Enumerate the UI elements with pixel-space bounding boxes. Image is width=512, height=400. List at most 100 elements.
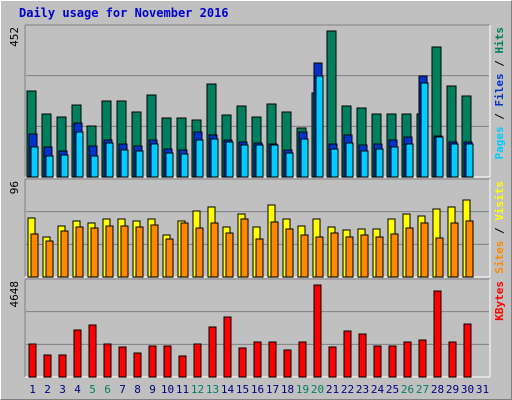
bar-sites-day-14 — [225, 232, 234, 278]
bar-kbytes-day-30 — [463, 323, 472, 378]
bar-sites-day-19 — [300, 234, 309, 278]
x-tick-12: 12 — [191, 383, 204, 396]
x-tick-4: 4 — [74, 383, 81, 396]
bar-pages-day-2 — [45, 155, 54, 178]
x-tick-7: 7 — [119, 383, 126, 396]
bar-sites-day-22 — [345, 236, 354, 278]
bar-kbytes-day-7 — [118, 346, 127, 378]
legend-text: Pages — [493, 126, 506, 159]
x-tick-1: 1 — [29, 383, 36, 396]
x-tick-3: 3 — [59, 383, 66, 396]
y-max-label: 96 — [8, 181, 21, 194]
bar-pages-day-29 — [450, 143, 459, 178]
bar-kbytes-day-3 — [58, 354, 67, 378]
legend-kbytes: KBytes — [493, 281, 506, 321]
bar-pages-day-7 — [120, 149, 129, 178]
bar-pages-day-25 — [390, 146, 399, 178]
bar-sites-day-9 — [150, 224, 159, 278]
bar-sites-day-29 — [450, 222, 459, 278]
bar-pages-day-4 — [75, 131, 84, 178]
bar-sites-day-23 — [360, 234, 369, 278]
bar-sites-day-26 — [405, 227, 414, 278]
bar-pages-day-11 — [180, 153, 189, 178]
bar-pages-day-30 — [465, 143, 474, 178]
bar-pages-day-9 — [150, 143, 159, 178]
x-tick-24: 24 — [371, 383, 385, 396]
bar-sites-day-30 — [465, 220, 474, 278]
bar-pages-day-20 — [315, 75, 324, 178]
x-tick-21: 21 — [326, 383, 339, 396]
bar-pages-day-14 — [225, 141, 234, 178]
bar-sites-day-1 — [30, 233, 39, 278]
bar-sites-day-6 — [105, 225, 114, 278]
legend-visits-sites: Sites / Visits — [493, 181, 506, 274]
bar-kbytes-day-17 — [268, 341, 277, 378]
bar-sites-day-8 — [135, 226, 144, 278]
legend-text: / — [493, 107, 506, 127]
legend-text: KBytes — [493, 281, 506, 321]
bar-kbytes-day-22 — [343, 330, 352, 378]
bar-kbytes-day-13 — [208, 326, 217, 378]
y-max-label: 4648 — [8, 281, 21, 308]
x-tick-19: 19 — [296, 383, 309, 396]
bar-pages-day-17 — [270, 144, 279, 178]
x-tick-20: 20 — [311, 383, 324, 396]
bar-kbytes-day-20 — [313, 284, 322, 378]
bar-pages-day-19 — [300, 138, 309, 178]
x-tick-11: 11 — [176, 383, 189, 396]
legend-text: Hits — [493, 27, 506, 54]
x-tick-22: 22 — [341, 383, 354, 396]
x-tick-26: 26 — [401, 383, 414, 396]
bar-pages-day-16 — [255, 144, 264, 178]
bar-kbytes-day-16 — [253, 341, 262, 378]
bar-pages-day-22 — [345, 142, 354, 178]
legend-text: / — [493, 54, 506, 74]
bar-sites-day-13 — [210, 222, 219, 278]
x-tick-30: 30 — [461, 383, 474, 396]
x-tick-14: 14 — [221, 383, 235, 396]
bar-pages-day-21 — [330, 148, 339, 178]
bar-pages-day-15 — [240, 144, 249, 178]
bar-sites-day-12 — [195, 227, 204, 278]
bar-kbytes-day-14 — [223, 316, 232, 378]
legend-text: / — [493, 221, 506, 241]
bar-kbytes-day-25 — [388, 345, 397, 378]
bar-pages-day-3 — [60, 154, 69, 178]
bar-kbytes-day-4 — [73, 329, 82, 378]
bar-sites-day-21 — [330, 232, 339, 278]
bar-pages-day-18 — [285, 152, 294, 178]
x-tick-10: 10 — [161, 383, 174, 396]
bar-pages-day-13 — [210, 138, 219, 178]
bar-kbytes-day-18 — [283, 349, 292, 378]
bar-sites-day-27 — [420, 222, 429, 278]
bar-kbytes-day-9 — [148, 345, 157, 378]
x-tick-27: 27 — [416, 383, 429, 396]
x-tick-31: 31 — [476, 383, 489, 396]
bar-sites-day-11 — [180, 222, 189, 278]
bar-kbytes-day-10 — [163, 345, 172, 378]
bar-sites-day-25 — [390, 233, 399, 278]
bar-sites-day-3 — [60, 230, 69, 278]
bar-sites-day-18 — [285, 228, 294, 278]
x-tick-16: 16 — [251, 383, 264, 396]
x-tick-25: 25 — [386, 383, 399, 396]
x-tick-17: 17 — [266, 383, 279, 396]
x-tick-23: 23 — [356, 383, 369, 396]
bar-kbytes-day-23 — [358, 333, 367, 378]
bar-kbytes-day-15 — [238, 347, 247, 378]
bar-kbytes-day-12 — [193, 343, 202, 378]
bar-kbytes-day-27 — [418, 339, 427, 378]
bar-sites-day-15 — [240, 218, 249, 278]
bar-kbytes-day-6 — [103, 343, 112, 378]
bar-sites-day-16 — [255, 238, 264, 278]
bar-kbytes-day-5 — [88, 324, 97, 378]
bar-sites-day-17 — [270, 221, 279, 278]
bar-sites-day-28 — [435, 237, 444, 278]
bar-pages-day-26 — [405, 143, 414, 178]
bar-kbytes-day-8 — [133, 352, 142, 378]
legend-text: Visits — [493, 181, 506, 221]
bar-sites-day-10 — [165, 238, 174, 278]
bar-kbytes-day-2 — [43, 354, 52, 378]
x-tick-5: 5 — [89, 383, 96, 396]
